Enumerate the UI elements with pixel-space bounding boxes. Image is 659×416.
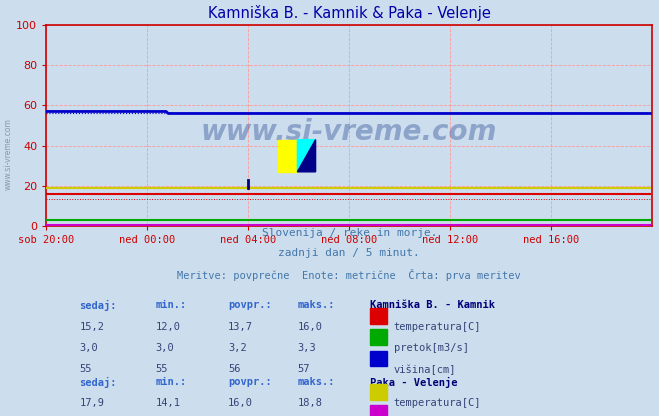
Text: 3,3: 3,3: [298, 343, 316, 353]
Text: 55: 55: [80, 364, 92, 374]
Text: zadnji dan / 5 minut.: zadnji dan / 5 minut.: [278, 248, 420, 258]
Text: 12,0: 12,0: [156, 322, 181, 332]
Text: sedaj:: sedaj:: [80, 376, 117, 388]
Text: www.si-vreme.com: www.si-vreme.com: [201, 118, 498, 146]
Text: 57: 57: [298, 364, 310, 374]
Text: 16,0: 16,0: [228, 398, 253, 408]
Text: 3,2: 3,2: [228, 343, 246, 353]
Text: Paka - Velenje: Paka - Velenje: [370, 376, 458, 388]
Text: 18,8: 18,8: [298, 398, 323, 408]
Text: povpr.:: povpr.:: [228, 376, 272, 386]
Text: 3,0: 3,0: [156, 343, 174, 353]
Text: min.:: min.:: [156, 300, 186, 310]
Text: 13,7: 13,7: [228, 322, 253, 332]
Text: 3,0: 3,0: [80, 343, 98, 353]
Text: Kamniška B. - Kamnik: Kamniška B. - Kamnik: [370, 300, 496, 310]
Text: 56: 56: [228, 364, 241, 374]
Text: Meritve: povprečne  Enote: metrične  Črta: prva meritev: Meritve: povprečne Enote: metrične Črta:…: [177, 269, 521, 281]
FancyBboxPatch shape: [370, 308, 387, 324]
Polygon shape: [297, 140, 316, 172]
FancyBboxPatch shape: [370, 405, 387, 416]
Text: temperatura[C]: temperatura[C]: [393, 322, 481, 332]
Text: www.si-vreme.com: www.si-vreme.com: [4, 118, 13, 190]
Text: Slovenija / reke in morje.: Slovenija / reke in morje.: [262, 228, 437, 238]
Text: maks.:: maks.:: [298, 300, 335, 310]
Text: temperatura[C]: temperatura[C]: [393, 398, 481, 408]
Text: 15,2: 15,2: [80, 322, 105, 332]
Bar: [277, 140, 297, 172]
Title: Kamniška B. - Kamnik & Paka - Velenje: Kamniška B. - Kamnik & Paka - Velenje: [208, 5, 491, 21]
Text: višina[cm]: višina[cm]: [393, 364, 456, 375]
Text: min.:: min.:: [156, 376, 186, 386]
Text: 14,1: 14,1: [156, 398, 181, 408]
FancyBboxPatch shape: [370, 329, 387, 345]
Text: pretok[m3/s]: pretok[m3/s]: [393, 343, 469, 353]
FancyBboxPatch shape: [370, 384, 387, 400]
Text: 55: 55: [156, 364, 168, 374]
FancyBboxPatch shape: [370, 351, 387, 366]
Text: sedaj:: sedaj:: [80, 300, 117, 312]
Text: 17,9: 17,9: [80, 398, 105, 408]
Text: maks.:: maks.:: [298, 376, 335, 386]
Text: 16,0: 16,0: [298, 322, 323, 332]
Text: povpr.:: povpr.:: [228, 300, 272, 310]
Polygon shape: [297, 140, 316, 172]
